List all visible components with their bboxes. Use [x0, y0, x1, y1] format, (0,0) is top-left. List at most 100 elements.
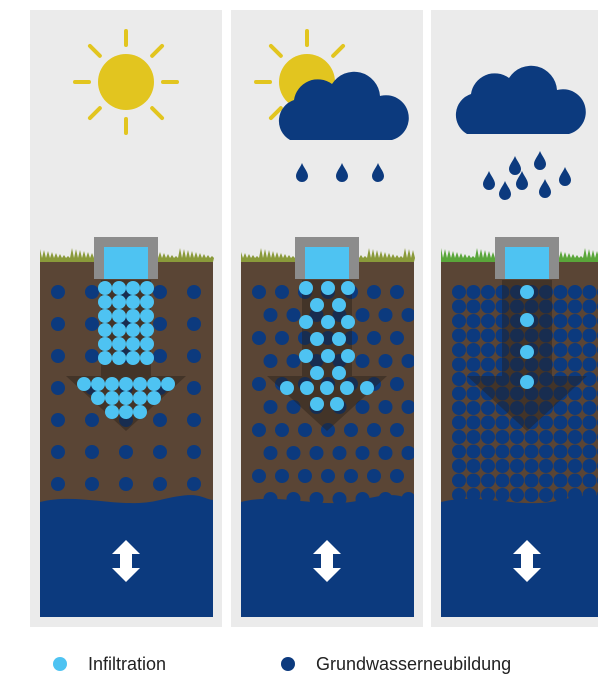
groundwater-dot: [582, 343, 597, 357]
groundwater-dot: [378, 308, 393, 322]
groundwater-dot: [263, 354, 278, 368]
infiltration-dot: [140, 337, 154, 351]
infiltration-dot: [77, 377, 91, 391]
groundwater-dot: [51, 285, 65, 299]
groundwater-dot: [85, 413, 99, 427]
groundwater-dot: [466, 328, 481, 343]
groundwater-dot: [553, 299, 568, 314]
groundwater-dot: [321, 331, 335, 345]
groundwater-dot: [539, 386, 553, 401]
groundwater-dot: [568, 314, 582, 328]
infiltration-dot: [112, 295, 126, 309]
groundwater-dot: [495, 386, 510, 401]
groundwater-dot: [553, 473, 568, 488]
groundwater-dot: [401, 446, 414, 460]
groundwater-dot: [495, 285, 510, 299]
groundwater-dot: [275, 331, 289, 345]
groundwater-dot: [582, 372, 597, 386]
infiltration-dot: [520, 285, 534, 299]
groundwater-dot: [153, 445, 167, 459]
rain-drop: [539, 179, 551, 198]
groundwater-dot: [85, 317, 99, 331]
groundwater-dot: [553, 314, 568, 328]
groundwater-dot: [510, 357, 524, 372]
groundwater-dot: [286, 446, 301, 460]
infiltration-dot: [140, 351, 154, 365]
groundwater-dot: [481, 357, 495, 372]
groundwater-dot: [51, 317, 65, 331]
groundwater-dot: [495, 488, 510, 502]
groundwater-dot: [553, 386, 568, 401]
groundwater-dot: [539, 415, 553, 430]
groundwater-dot: [390, 285, 404, 299]
groundwater-dot: [553, 357, 568, 372]
groundwater-dot: [495, 299, 510, 314]
level-arrow: [112, 540, 140, 582]
grass: [241, 248, 415, 262]
grass: [40, 248, 214, 262]
infiltration-dot: [105, 391, 119, 405]
groundwater-dot: [466, 357, 481, 372]
infiltration-dot: [140, 295, 154, 309]
infiltration-dot: [91, 377, 105, 391]
groundwater-dot: [568, 459, 582, 473]
rain-drop: [372, 163, 384, 182]
soil-dots: [51, 285, 201, 491]
groundwater-dot: [582, 401, 597, 415]
groundwater-dot: [344, 469, 358, 483]
infiltration-dot: [332, 298, 346, 312]
groundwater-dot: [510, 401, 524, 415]
groundwater-dot: [495, 459, 510, 473]
groundwater-dot: [390, 423, 404, 437]
groundwater-dot: [466, 285, 481, 299]
groundwater-dot: [466, 386, 481, 401]
groundwater-dot: [524, 430, 539, 444]
arrow-dots: [520, 285, 534, 389]
groundwater-dot: [452, 328, 466, 343]
groundwater-dot: [568, 357, 582, 372]
groundwater-dot: [553, 285, 568, 299]
rain-drop: [534, 151, 546, 170]
infiltration-dot: [340, 381, 354, 395]
groundwater-dot: [510, 473, 524, 488]
groundwater-dot: [355, 354, 370, 368]
infiltration-dot: [98, 295, 112, 309]
groundwater-dot: [153, 477, 167, 491]
legend-label: Infiltration: [88, 654, 166, 674]
groundwater-dot: [452, 473, 466, 488]
groundwater-dot: [286, 400, 301, 414]
groundwater-dot: [51, 413, 65, 427]
groundwater-dot: [466, 401, 481, 415]
groundwater-dot: [466, 444, 481, 459]
infiltration-dot: [330, 397, 344, 411]
infiltration-dot: [300, 381, 314, 395]
infiltration-dot: [98, 281, 112, 295]
groundwater-dot: [539, 444, 553, 459]
groundwater-dot: [298, 423, 312, 437]
groundwater-dot: [481, 343, 495, 357]
infiltration-dot: [147, 377, 161, 391]
groundwater-dot: [187, 445, 201, 459]
groundwater-dot: [539, 473, 553, 488]
groundwater-dot: [263, 446, 278, 460]
groundwater-dot: [452, 299, 466, 314]
groundwater-dot: [510, 430, 524, 444]
groundwater-dot: [51, 477, 65, 491]
infiltration-dot: [98, 351, 112, 365]
infiltration-dot: [299, 315, 313, 329]
groundwater-dot: [481, 444, 495, 459]
groundwater-dot: [495, 444, 510, 459]
infiltration-dot: [341, 281, 355, 295]
groundwater-dot: [495, 343, 510, 357]
groundwater-dot: [452, 401, 466, 415]
groundwater-dot: [85, 477, 99, 491]
groundwater-dot: [452, 430, 466, 444]
infiltration-dot: [133, 391, 147, 405]
groundwater-dot: [390, 469, 404, 483]
groundwater-dot: [539, 285, 553, 299]
groundwater-dot: [378, 354, 393, 368]
groundwater-dot: [252, 331, 266, 345]
groundwater-dot: [568, 386, 582, 401]
groundwater-dot: [495, 328, 510, 343]
groundwater-dot: [510, 488, 524, 502]
